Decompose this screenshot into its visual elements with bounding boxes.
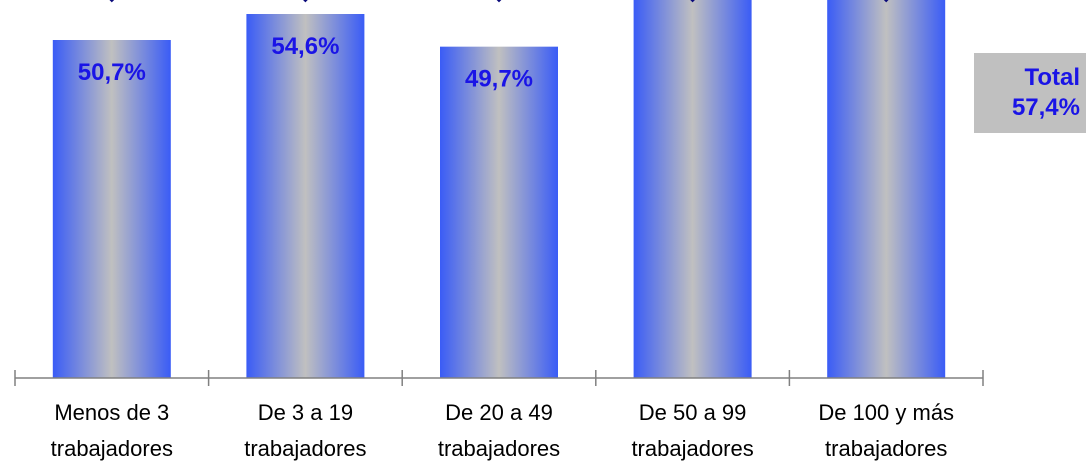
bar-2 bbox=[246, 14, 365, 378]
bar-1 bbox=[52, 40, 171, 378]
category-label-4-line-1: De 50 a 99 bbox=[639, 400, 747, 425]
total-value-label: 57,4% bbox=[1011, 94, 1080, 121]
total-line-marker-5 bbox=[883, 0, 889, 3]
value-label-1: 50,7% bbox=[78, 59, 146, 86]
total-line-marker-1 bbox=[109, 0, 115, 3]
category-label-3-line-1: De 20 a 49 bbox=[445, 400, 553, 425]
total-label: Total bbox=[1024, 64, 1080, 91]
category-label-2-line-1: De 3 a 19 bbox=[258, 400, 353, 425]
bar-3 bbox=[440, 46, 558, 379]
value-label-3: 49,7% bbox=[465, 66, 533, 93]
total-line-marker-3 bbox=[496, 0, 502, 3]
bar-5 bbox=[827, 0, 946, 378]
category-label-3-line-2: trabajadores bbox=[438, 436, 560, 461]
bar-4 bbox=[633, 0, 752, 378]
category-label-5-line-2: trabajadores bbox=[825, 436, 947, 461]
category-label-1-line-2: trabajadores bbox=[51, 436, 173, 461]
category-label-1-line-1: Menos de 3 bbox=[54, 400, 169, 425]
total-legend-box: Total 57,4% bbox=[974, 53, 1086, 133]
category-label-4-line-2: trabajadores bbox=[631, 436, 753, 461]
category-label-2-line-2: trabajadores bbox=[244, 436, 366, 461]
total-line-marker-2 bbox=[303, 0, 308, 3]
value-label-2: 54,6% bbox=[271, 33, 339, 60]
total-line-marker-4 bbox=[690, 0, 695, 3]
category-label-5-line-1: De 100 y más bbox=[818, 400, 954, 425]
